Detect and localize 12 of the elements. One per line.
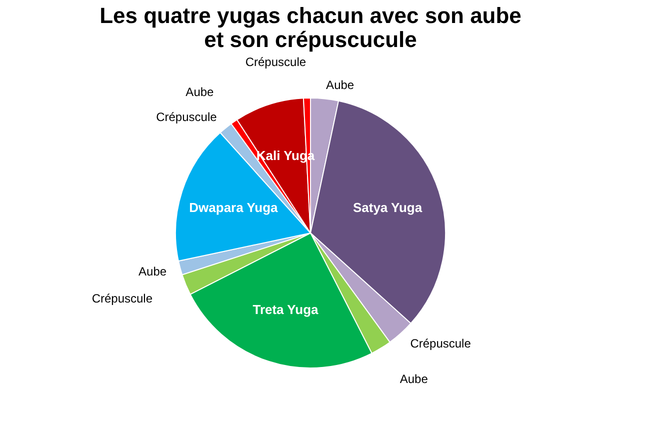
slice-label: Crépuscule: [245, 55, 306, 70]
slice-label: Aube: [400, 372, 428, 386]
slice-label: Crépuscule: [92, 291, 153, 306]
slice-label: Crépuscule: [410, 336, 472, 351]
slice-label: Satya Yuga: [352, 200, 423, 215]
slice-label: Aube: [138, 264, 167, 279]
slice-label: Aube: [326, 78, 354, 92]
slice-label: Crépuscule: [156, 110, 218, 124]
chart-title: Les quatre yugas chacun avec son aube et son crépuscucule: [100, 3, 522, 52]
slice-label: Dwapara Yuga: [189, 200, 279, 215]
slice-label: Aube: [186, 85, 214, 100]
slice-label: Treta Yuga: [252, 302, 319, 318]
